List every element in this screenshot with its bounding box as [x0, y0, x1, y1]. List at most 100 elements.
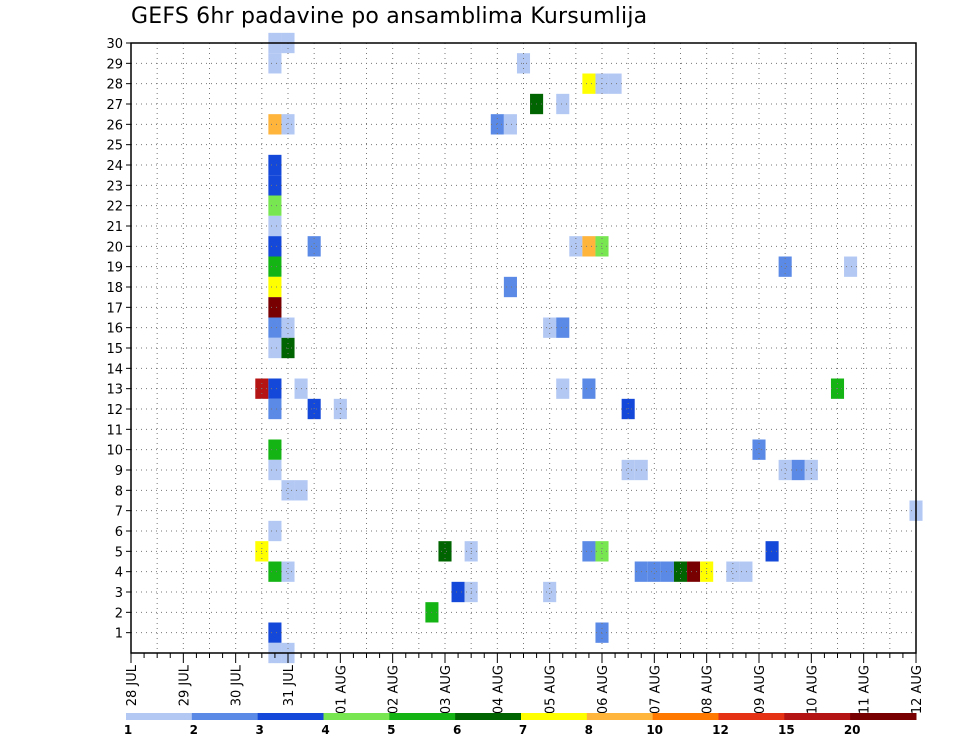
x-tick-label: 31 JUL: [282, 664, 297, 706]
precip-cell: [268, 622, 282, 643]
precip-cell: [582, 541, 596, 562]
precip-cell: [503, 114, 517, 135]
colorbar-label: 15: [778, 723, 795, 737]
x-tick-label: 03 AUG: [439, 665, 454, 714]
precip-cell: [451, 581, 465, 603]
y-axis: 1234567891011121314151617181920212223242…: [106, 37, 131, 642]
y-tick-label: 20: [106, 240, 123, 255]
colorbar: 1 2 3 4 5 6 7 8 10 12 15 20: [124, 713, 917, 737]
colorbar-swatch: [257, 713, 324, 720]
precip-cell: [503, 276, 517, 298]
precip-cell: [268, 276, 282, 298]
colorbar-label: 4: [321, 723, 329, 737]
precip-cell: [268, 53, 282, 74]
colorbar-swatch: [784, 713, 851, 720]
y-tick-label: 4: [115, 566, 123, 581]
y-tick-label: 16: [106, 322, 123, 337]
precip-cell: [438, 541, 452, 562]
y-tick-label: 22: [106, 200, 123, 215]
precip-cell: [608, 73, 622, 94]
precip-cell: [726, 561, 740, 582]
precip-cell: [268, 215, 282, 237]
colorbar-swatch: [126, 713, 193, 720]
colorbar-label: 3: [255, 723, 263, 737]
y-tick-label: 28: [106, 78, 123, 93]
precip-cell: [556, 317, 570, 338]
y-tick-label: 5: [115, 545, 123, 560]
x-tick-label: 02 AUG: [387, 665, 402, 714]
y-tick-label: 23: [106, 179, 123, 194]
x-tick-label: 05 AUG: [544, 665, 559, 714]
precip-cell: [490, 114, 504, 135]
y-tick-label: 25: [106, 139, 123, 154]
precip-cell: [268, 154, 282, 176]
y-tick-label: 8: [115, 484, 123, 499]
x-tick-label: 08 AUG: [701, 665, 716, 714]
colorbar-swatch: [652, 713, 719, 720]
precip-cell: [791, 459, 805, 481]
precip-cell: [765, 541, 779, 562]
y-tick-label: 26: [106, 118, 123, 133]
precip-cell: [569, 236, 583, 257]
x-tick-label: 06 AUG: [596, 665, 611, 714]
precip-cell: [268, 459, 282, 481]
precip-cell: [582, 236, 596, 257]
precip-cell: [621, 459, 635, 481]
y-tick-label: 10: [106, 444, 123, 459]
y-tick-label: 7: [115, 505, 123, 520]
precip-cell: [582, 378, 596, 399]
colorbar-swatch: [323, 713, 390, 720]
y-tick-label: 21: [106, 220, 123, 235]
y-tick-label: 29: [106, 57, 123, 72]
colorbar-label: 7: [519, 723, 527, 737]
grid-lines: [131, 43, 916, 653]
y-tick-label: 12: [106, 403, 123, 418]
y-tick-label: 24: [106, 159, 123, 174]
precip-cell: [281, 480, 295, 501]
y-tick-label: 13: [106, 383, 123, 398]
colorbar-label: 6: [453, 723, 461, 737]
y-tick-label: 3: [115, 586, 123, 601]
x-tick-label: 29 JUL: [177, 664, 192, 706]
x-tick-label: 09 AUG: [753, 665, 768, 714]
y-tick-label: 6: [115, 525, 123, 540]
precip-cell: [281, 114, 295, 135]
precip-cell: [739, 561, 753, 582]
y-tick-label: 14: [106, 362, 123, 377]
precip-cell: [268, 337, 282, 359]
precip-cell: [268, 297, 282, 318]
precip-cell: [268, 520, 282, 542]
y-tick-label: 15: [106, 342, 123, 357]
precip-cell: [281, 561, 295, 582]
precip-cell: [268, 398, 282, 420]
x-tick-label: 30 JUL: [230, 664, 245, 706]
precip-cell: [543, 581, 557, 603]
colorbar-label: 1: [124, 723, 132, 737]
precip-cell: [268, 236, 282, 257]
y-tick-label: 1: [115, 627, 123, 642]
colorbar-label: 12: [712, 723, 729, 737]
precip-cell: [268, 114, 282, 135]
precip-cell: [647, 561, 661, 582]
y-tick-label: 18: [106, 281, 123, 296]
precip-cell: [268, 195, 282, 216]
colorbar-swatch: [521, 713, 588, 720]
y-tick-label: 9: [115, 464, 123, 479]
precip-cell: [582, 73, 596, 94]
precip-cell: [778, 256, 792, 277]
precip-cell: [268, 378, 282, 399]
x-tick-label: 10 AUG: [805, 665, 820, 714]
colorbar-label: 2: [190, 723, 198, 737]
colorbar-swatch: [850, 713, 917, 720]
x-tick-label: 04 AUG: [491, 665, 506, 714]
precip-cell: [660, 561, 674, 582]
y-tick-label: 11: [106, 423, 123, 438]
y-tick-label: 30: [106, 37, 123, 52]
y-tick-label: 19: [106, 261, 123, 276]
colorbar-label: 20: [844, 723, 861, 737]
y-tick-label: 17: [106, 301, 123, 316]
precip-cell: [543, 317, 557, 338]
precip-cell: [778, 459, 792, 481]
precip-cell: [752, 439, 766, 460]
